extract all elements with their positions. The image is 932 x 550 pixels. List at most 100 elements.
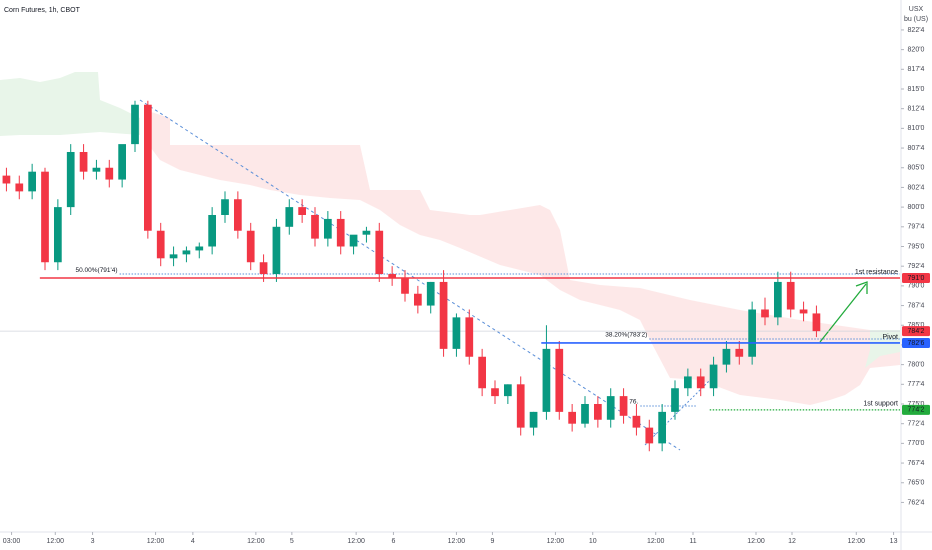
candle-body	[195, 246, 204, 251]
y-tick-label: 817'4	[908, 66, 925, 73]
candle-body	[658, 411, 666, 444]
x-tick-label: 12:00	[347, 538, 365, 545]
candle-body	[92, 167, 101, 172]
unit-label: USX	[909, 6, 924, 13]
candle-body	[221, 199, 229, 215]
price-tag-label: 774'2	[908, 407, 925, 414]
y-tick-label: 775'0	[908, 401, 925, 408]
candle-body	[568, 411, 576, 424]
chart-title: Corn Futures, 1h, CBOT	[4, 7, 81, 14]
level-name: Pivot	[882, 334, 898, 341]
candle-body	[15, 183, 24, 192]
cloud-green	[0, 72, 140, 136]
candle-body	[118, 144, 126, 180]
candle-body	[594, 403, 602, 420]
cloud-green	[865, 330, 900, 368]
candle-body	[619, 396, 628, 416]
price-tag-label: 791'0	[908, 275, 925, 282]
candle-body	[709, 364, 718, 389]
candle-body	[439, 281, 448, 349]
trend-line	[644, 374, 716, 446]
candle-body	[529, 411, 538, 428]
candle-body	[645, 427, 654, 444]
y-tick-label: 772'4	[908, 421, 925, 428]
candle-body	[298, 207, 306, 215]
candle-body	[246, 230, 255, 263]
candle-body	[375, 230, 384, 275]
x-tick-label: 12	[788, 538, 796, 545]
candle-body	[234, 199, 242, 231]
x-tick-label: 10	[589, 538, 597, 545]
y-tick-label: 797'4	[908, 224, 925, 231]
candle-body	[54, 207, 62, 263]
candle-body	[491, 388, 499, 397]
candle-body	[786, 281, 795, 310]
candle-body	[735, 348, 744, 357]
y-tick-label: 787'4	[908, 302, 925, 309]
y-tick-label: 800'0	[908, 204, 925, 211]
arrow-head	[855, 281, 868, 294]
level-name: 1st support	[863, 401, 898, 408]
y-tick-label: 795'0	[908, 243, 925, 250]
x-tick-label: 6	[391, 538, 395, 545]
candle-body	[182, 250, 191, 255]
candle-body	[696, 376, 705, 389]
candle-body	[349, 234, 358, 247]
candle-body	[632, 415, 641, 428]
candle-body	[684, 376, 692, 389]
candle-body	[516, 384, 525, 428]
x-tick-label: 11	[689, 538, 696, 545]
x-tick-label: 12:00	[47, 538, 65, 545]
candle-body	[41, 171, 49, 263]
y-tick-label: 785'0	[908, 322, 925, 329]
price-tag	[902, 272, 930, 283]
y-tick-label: 807'4	[908, 145, 925, 152]
candle-body	[169, 254, 178, 259]
candle-body	[465, 317, 474, 357]
y-tick-label: 765'0	[908, 480, 925, 487]
candle-body	[336, 218, 345, 247]
fib-label: 50.00%(791'4)	[75, 267, 117, 274]
price-tag	[902, 404, 930, 415]
candle-body	[671, 388, 679, 412]
candle-body	[426, 281, 435, 306]
trend-line	[139, 99, 681, 451]
x-tick-label: 12:00	[247, 538, 265, 545]
y-tick-label: 805'0	[908, 165, 925, 172]
x-tick-label: 03:00	[3, 538, 21, 545]
y-tick-label: 820'0	[908, 46, 925, 53]
y-tick-label: 802'4	[908, 184, 925, 191]
candle-body	[388, 274, 396, 278]
x-tick-label: 9	[490, 538, 494, 545]
candle-body	[799, 309, 808, 314]
y-tick-label: 815'0	[908, 86, 925, 93]
arrow	[819, 283, 867, 343]
x-tick-label: 4	[191, 538, 195, 545]
y-tick-label: 762'4	[908, 499, 925, 506]
x-tick-label: 12:00	[147, 538, 165, 545]
candle-body	[812, 313, 821, 332]
candle-body	[156, 230, 165, 259]
y-tick-label: 812'4	[908, 106, 925, 113]
y-tick-label: 810'0	[908, 125, 925, 132]
x-tick-label: 3	[91, 538, 95, 545]
candle-body	[272, 226, 281, 275]
candle-body	[722, 348, 731, 365]
unit-label: bu (US)	[904, 16, 928, 23]
candle-body	[581, 403, 589, 424]
x-tick-label: 5	[290, 538, 294, 545]
candle-body	[105, 167, 114, 180]
candle-body	[324, 218, 332, 239]
y-tick-label: 777'4	[908, 381, 925, 388]
y-tick-label: 767'4	[908, 460, 925, 467]
candle-body	[606, 396, 615, 420]
candle-body	[504, 384, 512, 397]
candle-body	[452, 317, 461, 349]
fib-label: 38.20%(783'2)	[605, 332, 647, 339]
candle-body	[774, 281, 782, 318]
candle-body	[131, 104, 139, 145]
candle-body	[144, 104, 152, 231]
candle-body	[401, 277, 409, 294]
